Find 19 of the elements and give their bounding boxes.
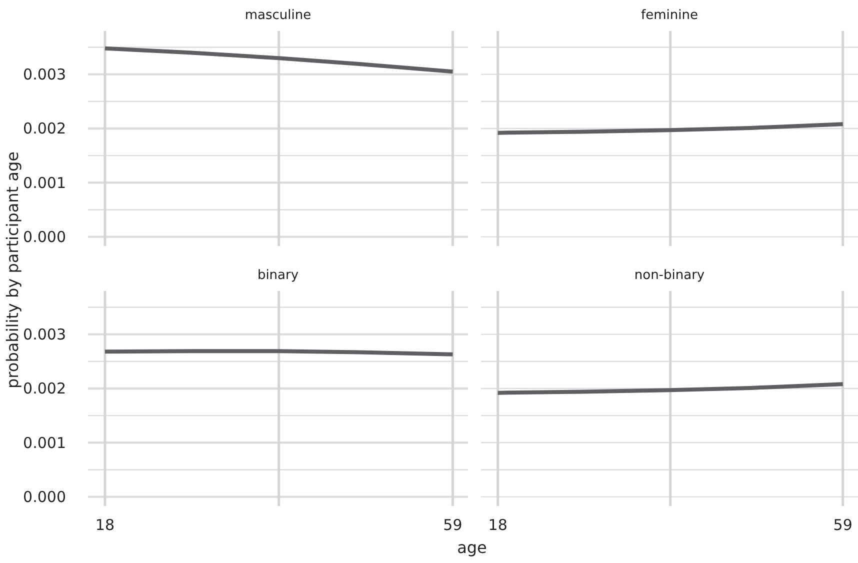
y-tick-label: 0.001 — [23, 434, 66, 452]
y-tick-label: 0.003 — [23, 326, 66, 344]
y-axis-title: probability by participant age — [3, 152, 22, 388]
x-axis-title: age — [457, 538, 487, 557]
y-tick-label: 0.000 — [23, 488, 66, 506]
x-tick-label: 18 — [95, 516, 115, 534]
y-tick-label: 0.002 — [23, 120, 66, 138]
line-series — [102, 46, 455, 74]
y-tick-label: 0.001 — [23, 174, 66, 192]
x-tick-label: 59 — [443, 516, 462, 534]
chart-title: masculine — [244, 8, 312, 23]
y-tick-label: 0.000 — [23, 228, 66, 246]
chart-title: binary — [257, 268, 299, 283]
y-tick-label: 0.002 — [23, 380, 66, 398]
y-tick-label: 0.003 — [23, 66, 66, 84]
chart-title: non-binary — [634, 268, 705, 283]
chart-title: feminine — [641, 8, 698, 23]
x-tick-label: 18 — [488, 516, 508, 534]
x-tick-label: 59 — [833, 516, 852, 534]
